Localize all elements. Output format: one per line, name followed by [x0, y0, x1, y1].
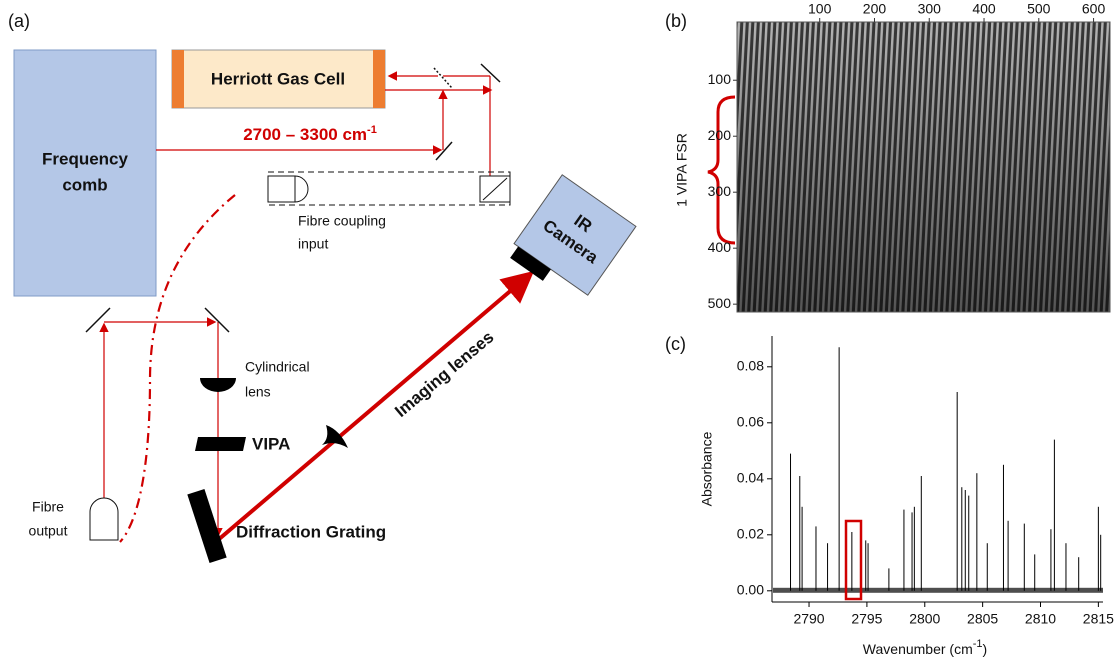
panel-label: (c) — [665, 334, 686, 354]
x-tick-label: 2815 — [1083, 611, 1114, 627]
comb-label: comb — [62, 175, 107, 194]
imaging-lens — [322, 425, 348, 448]
range-text: 2700 – 3300 cm — [243, 125, 367, 144]
vipa — [195, 437, 246, 451]
x-tick-label: 200 — [863, 1, 887, 17]
beams — [99, 71, 535, 543]
y-tick-label: 0.06 — [737, 414, 764, 430]
fibre-output — [89, 497, 119, 541]
grating-label: Diffraction Grating — [236, 522, 386, 541]
range-label: 2700 – 3300 cm-1 — [243, 124, 377, 145]
x-title-end: ) — [983, 641, 988, 657]
output-label: output — [29, 523, 68, 539]
x-title-sup: -1 — [973, 638, 983, 650]
camera-lens — [510, 246, 551, 281]
panel-c: (c) Wavenumber (cm-1) Absorbance 0.00 0.0… — [665, 334, 1114, 657]
highlight-box — [844, 519, 863, 601]
y-tick-label: 0.02 — [737, 526, 764, 542]
output-label: Fibre — [32, 499, 64, 515]
cell-cap — [373, 50, 385, 108]
y-tick-label: 200 — [708, 127, 732, 143]
gas-cell-label: Herriott Gas Cell — [211, 69, 345, 88]
range-sup: -1 — [367, 124, 377, 136]
x-title-text: Wavenumber (cm — [863, 641, 973, 657]
y-tick-label: 400 — [708, 239, 732, 255]
vipa-label: VIPA — [252, 434, 290, 453]
panel-b: (b) 1 VIPA FSR 100 200 300 400 500 600 100 200 3… — [665, 1, 1111, 313]
comb-box — [13, 49, 157, 297]
y-tick-label: 100 — [708, 71, 732, 87]
cell-cap — [172, 50, 184, 108]
comb-label: Frequency — [42, 149, 129, 168]
panel-label: (a) — [8, 11, 30, 31]
image-shade — [736, 21, 1111, 313]
fibre-coupling — [267, 171, 511, 206]
x-tick-label: 500 — [1027, 1, 1051, 17]
camera: IR Camera — [510, 174, 637, 296]
mirrors — [85, 63, 501, 333]
x-tick-label: 2810 — [1025, 611, 1056, 627]
x-tick-label: 2800 — [909, 611, 940, 627]
cylindrical-lens — [200, 378, 236, 392]
coupling-label: input — [298, 236, 328, 252]
y-tick-label: 0.04 — [737, 470, 764, 486]
x-tick-label: 600 — [1082, 1, 1106, 17]
x-tick-label: 2805 — [967, 611, 998, 627]
gas-cell — [171, 49, 386, 109]
y-tick-label: 0.08 — [737, 358, 764, 374]
x-tick-label: 300 — [918, 1, 942, 17]
x-tick-label: 2795 — [851, 611, 882, 627]
x-axis-title: Wavenumber (cm-1) — [863, 638, 987, 657]
x-tick-label: 400 — [972, 1, 996, 17]
panel-a: (a) Frequency comb Herriott Gas Cell 270… — [8, 11, 637, 564]
panel-label: (b) — [665, 11, 687, 31]
fsr-brace — [707, 95, 736, 245]
lens-label: Cylindrical — [245, 359, 310, 375]
fsr-label: 1 VIPA FSR — [674, 133, 690, 207]
coupling-label: Fibre coupling — [298, 213, 386, 229]
y-axis-title: Absorbance — [699, 431, 715, 506]
y-tick-label: 300 — [708, 183, 732, 199]
y-tick-label: 0.00 — [737, 582, 764, 598]
y-tick-label: 500 — [708, 295, 732, 311]
baseline-noise — [773, 587, 1103, 593]
imaging-label: Imaging lenses — [391, 327, 497, 421]
x-tick-label: 100 — [808, 1, 832, 17]
lens-label: lens — [245, 384, 271, 400]
grating — [187, 488, 227, 564]
x-tick-label: 2790 — [793, 611, 824, 627]
